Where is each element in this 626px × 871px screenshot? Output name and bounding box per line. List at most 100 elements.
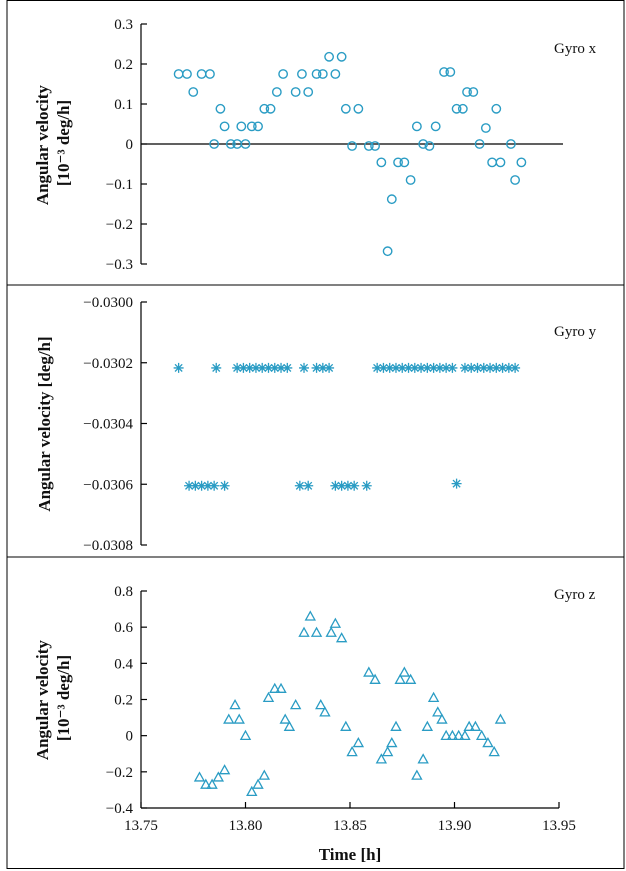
data-point-circle (474, 139, 485, 149)
data-point-asterisk (324, 362, 335, 373)
x-axis-label: Time [h] (319, 845, 382, 864)
data-point-circle (265, 103, 276, 114)
data-point-circle (205, 69, 215, 79)
data-point-asterisk (190, 480, 201, 491)
data-point-triangle (283, 720, 296, 731)
data-point-triangle (340, 720, 352, 731)
data-point-asterisk (173, 362, 184, 373)
data-point-triangle (252, 778, 264, 789)
data-point-circle (430, 121, 441, 132)
data-point-asterisk (303, 480, 314, 491)
y-tick-label: −0.0308 (83, 538, 133, 554)
data-point-circle (382, 246, 393, 257)
data-point-triangle (310, 626, 323, 637)
data-point-asterisk (244, 362, 255, 373)
data-point-asterisk (311, 362, 322, 373)
data-point-circle (311, 69, 322, 79)
data-point-circle (182, 69, 192, 79)
data-point-triangle (427, 691, 440, 703)
data-point-asterisk (342, 480, 353, 491)
data-point-asterisk (466, 362, 477, 373)
data-point-asterisk (390, 362, 401, 373)
data-point-triangle (239, 729, 252, 740)
data-point-asterisk (361, 480, 372, 491)
x-tick-label: 13.85 (333, 818, 367, 834)
x-tick-label: 13.95 (542, 818, 576, 834)
data-point-asterisk (299, 362, 310, 373)
y-tick-label: −0.4 (106, 801, 134, 817)
data-point-asterisk (294, 480, 305, 491)
y-axis-label: Angular velocity [10⁻³ deg/h] (33, 81, 73, 205)
data-point-circle (376, 157, 387, 168)
data-point-circle (219, 121, 230, 132)
data-point-circle (353, 103, 364, 114)
y-tick-label: 0.2 (114, 57, 133, 73)
data-point-triangle (417, 753, 429, 764)
data-point-circle (516, 157, 527, 168)
data-point-asterisk (472, 362, 483, 373)
data-point-triangle (279, 713, 291, 724)
data-point-triangle (404, 673, 417, 684)
data-point-asterisk (238, 362, 249, 373)
data-point-triangle (436, 713, 448, 724)
data-point-triangle (363, 666, 375, 677)
data-point-circle (411, 121, 422, 132)
y-tick-label: 0.3 (114, 17, 133, 33)
data-point-triangle (223, 713, 235, 724)
data-point-triangle (346, 746, 358, 757)
data-point-asterisk (478, 362, 489, 373)
data-point-asterisk (372, 362, 383, 373)
data-point-circle (330, 69, 341, 79)
data-point-asterisk (250, 362, 261, 373)
data-point-triangle (304, 610, 316, 621)
data-point-circle (462, 87, 472, 97)
data-point-triangle (369, 673, 381, 684)
data-point-triangle (258, 769, 271, 780)
data-point-circle (495, 157, 506, 168)
data-point-circle (336, 51, 347, 62)
data-point-asterisk (211, 362, 222, 373)
data-point-circle (386, 194, 397, 205)
gyro-z-panel: Gyro z Angular velocity [10⁻³ deg/h] 13.… (33, 584, 596, 864)
data-point-asterisk (196, 480, 207, 491)
y-tick-label: −0.2 (106, 217, 133, 233)
y-tick-label: 0.2 (114, 693, 133, 709)
data-point-circle (399, 157, 410, 168)
data-point-asterisk (397, 362, 408, 373)
data-point-asterisk (459, 362, 470, 373)
data-point-triangle (394, 673, 406, 684)
data-point-asterisk (317, 362, 328, 373)
data-point-triangle (233, 713, 245, 724)
data-point-asterisk (184, 480, 195, 491)
data-point-triangle (463, 720, 475, 731)
data-point-triangle (319, 706, 331, 717)
data-point-triangle (200, 778, 212, 789)
data-point-asterisk (416, 362, 427, 373)
data-point-triangle (206, 778, 218, 789)
y-axis-label: Angular velocity [deg/h] (35, 336, 54, 511)
data-point-triangle (446, 729, 459, 740)
data-point-triangle (329, 617, 342, 628)
data-point-triangle (386, 736, 398, 748)
data-point-triangle (494, 713, 507, 724)
data-point-triangle (452, 729, 465, 740)
y-axis-label-line: [10⁻³ deg/h] (54, 655, 73, 741)
data-point-triangle (432, 706, 444, 717)
data-point-circle (445, 67, 456, 77)
data-point-asterisk (257, 362, 268, 373)
data-point-triangle (218, 764, 231, 775)
y-tick-label: −0.0302 (83, 356, 133, 372)
data-point-triangle (469, 720, 482, 731)
data-point-circle (259, 103, 270, 114)
data-point-asterisk (422, 362, 433, 373)
data-point-triangle (246, 785, 258, 797)
data-point-circle (225, 139, 236, 149)
y-axis-label-line: Angular velocity [deg/h] (35, 336, 54, 511)
data-point-triangle (335, 632, 348, 643)
data-point-asterisk (202, 480, 213, 491)
data-point-triangle (289, 698, 302, 710)
x-tick-label: 13.80 (229, 818, 263, 834)
data-point-triangle (375, 753, 388, 764)
data-point-circle (468, 87, 479, 97)
x-tick-label: 13.75 (124, 818, 158, 834)
